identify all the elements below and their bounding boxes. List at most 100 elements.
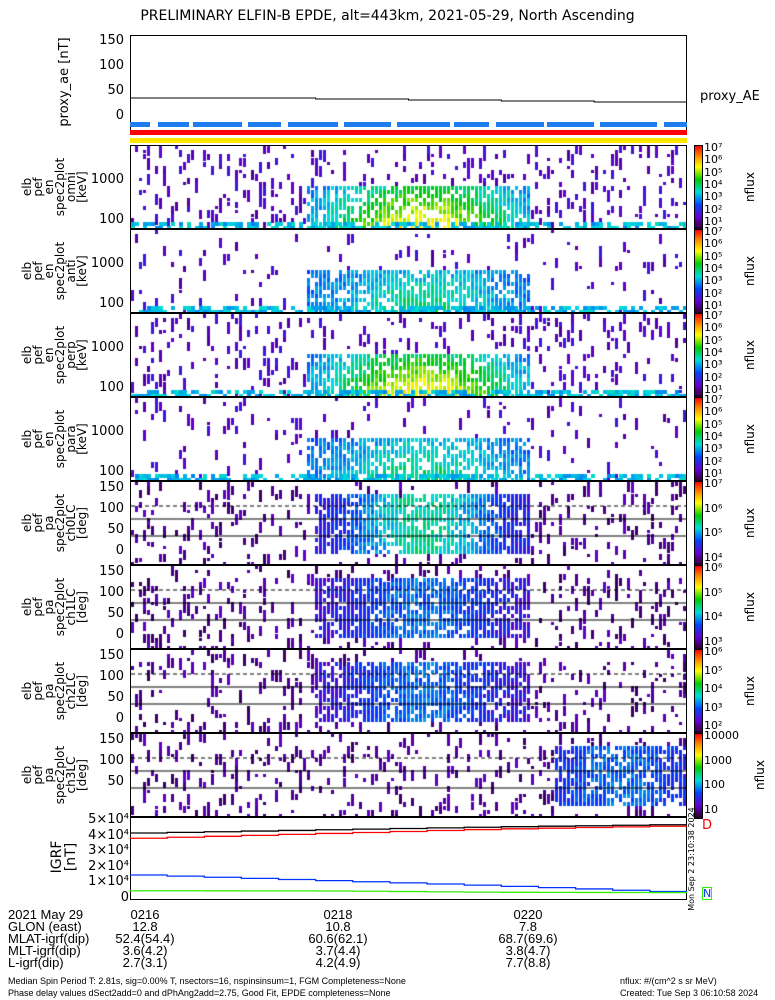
- colorbar-tick-label: 10³: [704, 635, 723, 648]
- colorbar-tick-label: 10²: [704, 370, 723, 384]
- colorbar-unit-label: nflux: [742, 424, 757, 454]
- colorbar-tick-label: 10²: [704, 286, 723, 300]
- y-tick-label: 50: [107, 774, 124, 789]
- colorbar: [694, 397, 703, 483]
- blue-status-segment: [193, 122, 243, 127]
- footer-value: 68.7(69.6): [498, 931, 558, 946]
- colorbar-tick-label: 10⁴: [704, 262, 723, 275]
- legend-d: D: [702, 818, 713, 833]
- spectrogram-omni: [131, 146, 686, 228]
- footer-value: 12.8: [132, 919, 158, 934]
- colorbar-tick-label: 10⁷: [704, 477, 723, 490]
- y-axis-label: elb pef en spec2plot para [keV]: [20, 404, 89, 474]
- colorbar-tick-label: 10⁵: [704, 663, 723, 677]
- proxy-ae-line: [130, 97, 687, 103]
- colorbar-tick-label: 10⁵: [704, 526, 723, 540]
- blue-status-segment: [663, 122, 687, 127]
- y-axis-label: elb pef en spec2plot anti [keV]: [20, 236, 89, 306]
- y-axis-label: elb pef en spec2plot omni [keV]: [20, 152, 89, 222]
- colorbar-tick-label: 10⁷: [704, 309, 723, 322]
- y-tick-label: 100: [99, 380, 124, 395]
- colorbar-tick-label: 1000: [704, 753, 732, 767]
- y-axis-label: IGRF [nT]: [49, 832, 80, 882]
- footer-value: 60.6(62.1): [308, 931, 368, 946]
- blue-status-segment: [287, 122, 339, 127]
- colorbar-tick-label: 10⁷: [704, 225, 723, 238]
- y-tick-label: 5×10⁴: [88, 812, 129, 827]
- plot-title: PRELIMINARY ELFIN-B EPDE, alt=443km, 202…: [140, 8, 635, 24]
- y-tick-label: 3×10⁴: [88, 843, 129, 858]
- footer-note-2: Phase delay values dSect2add=0 and dPhAn…: [8, 988, 391, 998]
- colorbar-tick-label: 10¹: [704, 299, 723, 312]
- y-tick-label: 100: [99, 501, 124, 516]
- colorbar-tick-label: 10¹: [704, 215, 723, 228]
- colorbar-tick-label: 10⁶: [704, 153, 723, 167]
- spectrogram-anti: [131, 230, 686, 312]
- colorbar-unit-label: nflux: [742, 256, 757, 286]
- igrf-series-N: [130, 874, 687, 893]
- colorbar-tick-label: 10⁴: [704, 682, 723, 695]
- colorbar-tick-label: 100: [704, 778, 725, 792]
- y-tick-label: 50: [107, 83, 124, 98]
- y-axis-label: elb pef pa spec2plot ch2LC [deg]: [20, 656, 89, 726]
- colorbar: [694, 649, 703, 735]
- footer-label: MLT-igrf(dip): [8, 943, 81, 958]
- red-status-bar: [130, 130, 687, 135]
- footer-label: 2021 May 29: [8, 907, 84, 922]
- spectrogram-ch0: [131, 482, 686, 564]
- blue-status-segment: [343, 122, 392, 127]
- y-tick-label: 0: [120, 889, 129, 905]
- colorbar-tick-label: 10⁴: [704, 430, 723, 443]
- colorbar-tick-label: 10⁶: [704, 237, 723, 251]
- footer-label: MLAT-igrf(dip): [8, 931, 90, 946]
- y-tick-label: 0: [115, 108, 124, 123]
- spectrogram-ch1: [131, 566, 686, 648]
- colorbar-tick-label: 10⁵: [704, 165, 723, 179]
- created-note: Created: Tue Sep 3 06:10:58 2024: [620, 988, 759, 998]
- y-tick-label: 1000: [90, 172, 124, 187]
- spectrogram-panel-omni: [130, 145, 687, 229]
- y-tick-label: 150: [99, 33, 124, 48]
- blue-status-segment: [495, 122, 544, 127]
- colorbar-tick-label: 10000: [704, 729, 739, 742]
- y-tick-label: 100: [99, 212, 124, 227]
- colorbar-tick-label: 10⁷: [704, 141, 723, 154]
- y-axis-label-line: [keV]: [75, 171, 89, 203]
- colorbar-tick-label: 10⁴: [704, 346, 723, 359]
- y-tick-label: 150: [99, 732, 124, 747]
- y-axis-label: elb pef en spec2plot perp [keV]: [20, 320, 89, 390]
- blue-status-segment: [248, 122, 282, 127]
- footer-value: 2.7(3.1): [122, 955, 168, 970]
- units-note: nflux: #/(cm^2 s sr MeV): [620, 976, 717, 986]
- y-axis-label: elb pef pa spec2plot ch3LC [deg]: [20, 740, 89, 810]
- spectrogram-panel-ch2: [130, 649, 687, 733]
- y-tick-label: 100: [99, 585, 124, 600]
- colorbar-tick-label: 10⁵: [704, 585, 723, 599]
- y-tick-label: 1×10⁴: [88, 874, 129, 889]
- igrf-series-D: [130, 825, 687, 839]
- colorbar-unit-label: nflux: [752, 760, 767, 790]
- colorbar-tick-label: 10²: [704, 719, 723, 732]
- colorbar-tick-label: 10: [704, 803, 718, 816]
- y-tick-label: 50: [107, 690, 124, 705]
- colorbar-unit-label: nflux: [742, 508, 757, 538]
- colorbar-tick-label: 10²: [704, 454, 723, 468]
- colorbar-tick-label: 10³: [704, 190, 723, 204]
- footer-value: 4.2(4.9): [315, 955, 361, 970]
- footer-value: 7.7(8.8): [505, 955, 551, 970]
- footer-value: 52.4(54.4): [115, 931, 175, 946]
- colorbar-unit-label: nflux: [742, 676, 757, 706]
- footer-value: 3.6(4.2): [122, 943, 168, 958]
- colorbar-tick-label: 10⁶: [704, 501, 723, 515]
- spectrogram-panel-ch3: [130, 733, 687, 817]
- y-tick-label: 150: [99, 564, 124, 579]
- y-tick-label: 50: [107, 606, 124, 621]
- colorbar-tick-label: 10¹: [704, 467, 723, 480]
- igrf-series-total: [130, 824, 687, 834]
- igrf-series-E: [130, 890, 687, 894]
- blue-status-segment: [130, 122, 150, 127]
- colorbar-unit-label: nflux: [742, 592, 757, 622]
- y-axis-label-line: [keV]: [75, 423, 89, 455]
- y-tick-label: 100: [99, 753, 124, 768]
- y-tick-label: 150: [99, 648, 124, 663]
